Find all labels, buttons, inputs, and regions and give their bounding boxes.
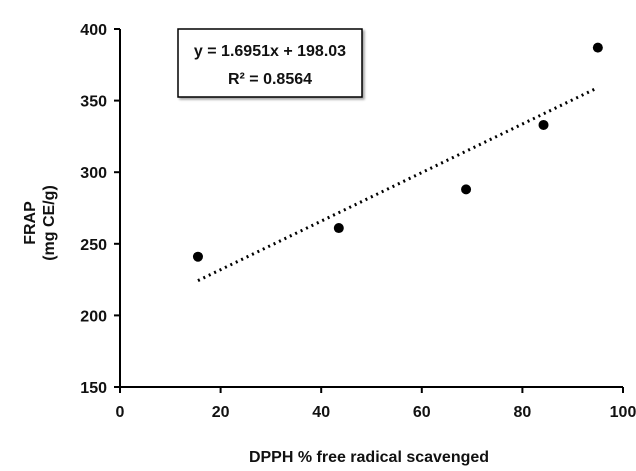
y-axis-title-line-2: (mg CE/g) <box>41 185 58 261</box>
x-axis-ticks: 0 20 40 60 80 100 <box>116 387 636 421</box>
y-tick-label: 250 <box>80 237 107 254</box>
y-axis-ticks: 150 200 250 300 350 400 <box>80 22 120 397</box>
x-tick-label: 20 <box>212 404 230 421</box>
y-tick-label: 400 <box>80 22 107 39</box>
data-point <box>333 223 344 234</box>
data-point <box>592 42 603 53</box>
trendline-equation: y = 1.6951x + 198.03 <box>194 43 346 60</box>
y-tick-label: 350 <box>80 94 107 111</box>
y-axis-title-line-1: FRAP <box>22 201 39 245</box>
x-axis-title: DPPH % free radical scavenged <box>249 449 489 466</box>
y-tick-label: 200 <box>80 308 107 325</box>
data-point <box>538 119 549 130</box>
equation-box-frame <box>177 28 363 98</box>
equation-box: y = 1.6951x + 198.03 R² = 0.8564 <box>177 28 363 98</box>
x-tick-label: 80 <box>514 404 532 421</box>
y-tick-label: 300 <box>80 165 107 182</box>
data-point <box>192 251 203 262</box>
x-tick-label: 0 <box>116 404 125 421</box>
x-tick-label: 100 <box>610 404 636 421</box>
trendline <box>197 86 599 282</box>
y-axis-title: FRAP (mg CE/g) <box>22 185 58 261</box>
x-tick-label: 60 <box>413 404 431 421</box>
y-tick-label: 150 <box>80 380 107 397</box>
data-points <box>192 42 603 262</box>
x-tick-label: 40 <box>312 404 330 421</box>
data-point <box>461 184 472 195</box>
r-squared-label: R² = 0.8564 <box>228 71 312 88</box>
